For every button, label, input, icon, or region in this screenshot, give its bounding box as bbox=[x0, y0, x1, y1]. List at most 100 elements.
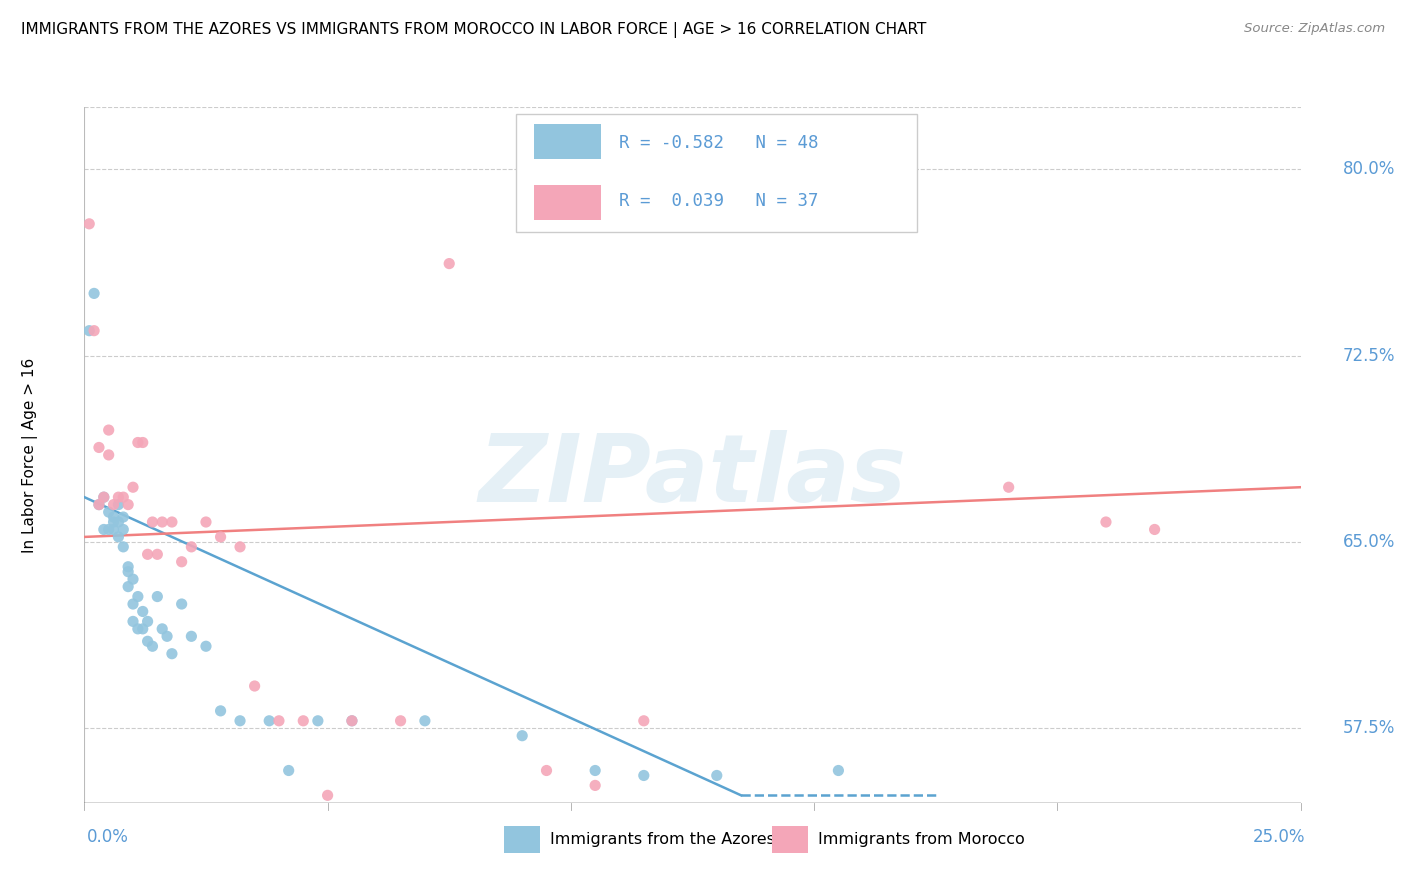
Point bbox=[112, 510, 135, 524]
Point bbox=[209, 704, 232, 718]
Point bbox=[107, 515, 129, 529]
Point bbox=[160, 647, 183, 661]
Point bbox=[150, 622, 173, 636]
Point bbox=[583, 778, 606, 792]
FancyBboxPatch shape bbox=[772, 827, 808, 853]
Point bbox=[194, 639, 218, 653]
Point bbox=[136, 547, 159, 561]
Text: Source: ZipAtlas.com: Source: ZipAtlas.com bbox=[1244, 22, 1385, 36]
Text: Immigrants from the Azores: Immigrants from the Azores bbox=[550, 832, 775, 847]
Point bbox=[83, 286, 105, 301]
Point bbox=[112, 523, 135, 537]
Point bbox=[257, 714, 280, 728]
Point bbox=[87, 498, 110, 512]
Point bbox=[316, 789, 339, 803]
Point bbox=[180, 540, 202, 554]
Point bbox=[77, 324, 100, 338]
Text: 0.0%: 0.0% bbox=[87, 828, 129, 846]
Point bbox=[307, 714, 329, 728]
Point bbox=[117, 565, 139, 579]
Point bbox=[107, 490, 129, 504]
Point bbox=[389, 714, 412, 728]
Point bbox=[83, 324, 105, 338]
Text: 72.5%: 72.5% bbox=[1343, 346, 1395, 365]
Text: IMMIGRANTS FROM THE AZORES VS IMMIGRANTS FROM MOROCCO IN LABOR FORCE | AGE > 16 : IMMIGRANTS FROM THE AZORES VS IMMIGRANTS… bbox=[21, 22, 927, 38]
Point bbox=[277, 764, 299, 778]
Point bbox=[93, 490, 115, 504]
Point bbox=[170, 555, 193, 569]
Point bbox=[536, 764, 558, 778]
Point bbox=[122, 615, 145, 629]
Point bbox=[439, 256, 461, 270]
Point bbox=[146, 547, 169, 561]
Point bbox=[209, 530, 232, 544]
Point bbox=[103, 498, 125, 512]
Point bbox=[180, 629, 202, 643]
Text: 25.0%: 25.0% bbox=[1253, 828, 1305, 846]
Point bbox=[160, 515, 183, 529]
Point bbox=[1095, 515, 1118, 529]
Point bbox=[229, 540, 252, 554]
Point bbox=[127, 590, 149, 604]
Point bbox=[267, 714, 290, 728]
Point bbox=[87, 498, 110, 512]
Point bbox=[112, 540, 135, 554]
Point bbox=[132, 604, 155, 618]
Point bbox=[150, 515, 173, 529]
Point bbox=[103, 523, 125, 537]
Text: 65.0%: 65.0% bbox=[1343, 533, 1395, 551]
Point bbox=[132, 622, 155, 636]
Point bbox=[87, 441, 110, 455]
Point bbox=[93, 490, 115, 504]
Point bbox=[1143, 523, 1166, 537]
Point bbox=[127, 435, 149, 450]
Point bbox=[141, 515, 163, 529]
Point bbox=[97, 423, 120, 437]
Text: Immigrants from Morocco: Immigrants from Morocco bbox=[818, 832, 1025, 847]
Point bbox=[243, 679, 266, 693]
Point bbox=[117, 580, 139, 594]
Point bbox=[136, 615, 159, 629]
Text: 80.0%: 80.0% bbox=[1343, 161, 1395, 178]
Point bbox=[122, 480, 145, 494]
Text: R =  0.039   N = 37: R = 0.039 N = 37 bbox=[620, 192, 818, 210]
Text: R = -0.582   N = 48: R = -0.582 N = 48 bbox=[620, 134, 818, 153]
Point bbox=[122, 572, 145, 586]
Point bbox=[413, 714, 436, 728]
Point bbox=[706, 768, 728, 782]
Point bbox=[229, 714, 252, 728]
Point bbox=[93, 523, 115, 537]
FancyBboxPatch shape bbox=[516, 114, 918, 232]
Point bbox=[510, 729, 533, 743]
Point bbox=[292, 714, 315, 728]
Point bbox=[107, 498, 129, 512]
Point bbox=[997, 480, 1019, 494]
Point bbox=[103, 515, 125, 529]
FancyBboxPatch shape bbox=[534, 185, 602, 219]
Point bbox=[141, 639, 163, 653]
Point bbox=[103, 510, 125, 524]
Text: ZIPatlas: ZIPatlas bbox=[478, 430, 907, 522]
Point bbox=[146, 590, 169, 604]
Point bbox=[633, 714, 655, 728]
Point bbox=[107, 530, 129, 544]
Point bbox=[77, 217, 100, 231]
Point bbox=[97, 448, 120, 462]
Point bbox=[340, 714, 363, 728]
Point bbox=[97, 505, 120, 519]
Point bbox=[117, 498, 139, 512]
Point bbox=[97, 523, 120, 537]
FancyBboxPatch shape bbox=[534, 124, 602, 159]
Point bbox=[117, 559, 139, 574]
Point bbox=[583, 764, 606, 778]
Text: In Labor Force | Age > 16: In Labor Force | Age > 16 bbox=[21, 358, 38, 552]
Point bbox=[132, 435, 155, 450]
Text: 57.5%: 57.5% bbox=[1343, 719, 1395, 738]
Point bbox=[633, 768, 655, 782]
Point bbox=[156, 629, 179, 643]
Point bbox=[127, 622, 149, 636]
Point bbox=[170, 597, 193, 611]
Point bbox=[340, 714, 363, 728]
Point bbox=[122, 597, 145, 611]
FancyBboxPatch shape bbox=[503, 827, 540, 853]
